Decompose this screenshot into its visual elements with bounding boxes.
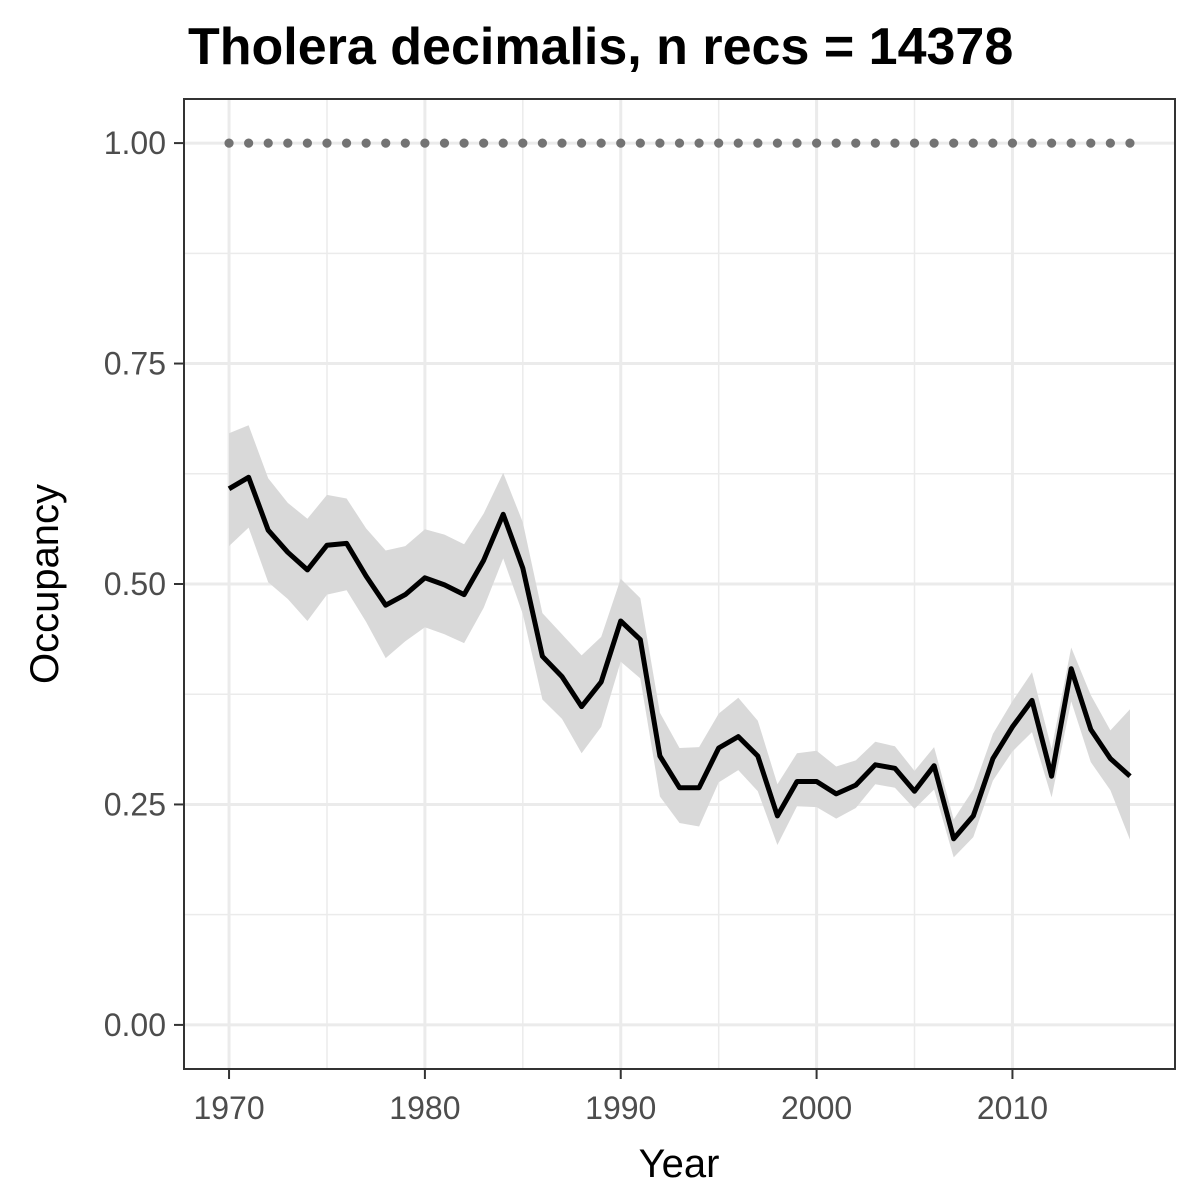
- reference-dot: [498, 138, 508, 148]
- reference-dot: [283, 138, 293, 148]
- confidence-ribbon: [229, 425, 1130, 858]
- reference-dot: [988, 138, 998, 148]
- reference-dot: [674, 138, 685, 148]
- reference-dot: [381, 138, 391, 148]
- x-axis-title: Year: [639, 1142, 720, 1186]
- reference-dot: [714, 138, 724, 148]
- reference-dot: [949, 138, 959, 148]
- reference-dot: [811, 138, 822, 148]
- reference-dot: [772, 138, 783, 148]
- reference-dot: [596, 138, 606, 148]
- reference-dot: [341, 138, 352, 148]
- occupancy-line: [227, 474, 1132, 842]
- x-tick-label: 1990: [585, 1090, 656, 1126]
- reference-dot: [322, 138, 332, 148]
- y-axis: 0.00 0.25 0.50 0.75 1.00: [104, 125, 184, 1043]
- reference-dot: [753, 138, 763, 148]
- reference-dot: [655, 138, 665, 148]
- reference-dot: [439, 138, 450, 148]
- chart-title: Tholera decimalis, n recs = 14378: [188, 18, 1013, 76]
- reference-dot: [694, 138, 704, 148]
- reference-dot: [537, 138, 548, 148]
- reference-dot: [1125, 138, 1135, 148]
- reference-dot: [831, 138, 841, 148]
- reference-dot: [1007, 138, 1018, 148]
- reference-dot: [302, 138, 312, 148]
- reference-dot: [635, 138, 645, 148]
- reference-dot: [870, 138, 880, 148]
- reference-dot: [361, 138, 371, 148]
- reference-dot: [792, 138, 802, 148]
- reference-dot: [616, 138, 626, 148]
- y-tick-label: 0.25: [104, 786, 166, 822]
- reference-dot: [479, 138, 489, 148]
- reference-dot: [244, 138, 254, 148]
- reference-dot: [263, 138, 273, 148]
- x-tick-label: 2010: [977, 1090, 1048, 1126]
- reference-dot: [1086, 138, 1096, 148]
- reference-dot: [400, 138, 410, 148]
- reference-dot: [224, 138, 234, 148]
- reference-dot: [1047, 138, 1057, 148]
- reference-dot: [929, 138, 939, 148]
- reference-dot: [909, 138, 920, 148]
- reference-dots: [224, 138, 1135, 148]
- x-tick-label: 1980: [389, 1090, 460, 1126]
- reference-dot: [420, 138, 430, 148]
- y-tick-label: 1.00: [104, 125, 166, 161]
- x-tick-label: 1970: [193, 1090, 264, 1126]
- reference-dot: [518, 138, 528, 148]
- x-axis: 1970 1980 1990 2000 2010: [193, 1069, 1048, 1126]
- reference-dot: [1066, 138, 1076, 148]
- x-tick-label: 2000: [781, 1090, 852, 1126]
- y-tick-label: 0.00: [104, 1007, 166, 1043]
- y-tick-label: 0.75: [104, 346, 166, 382]
- reference-dot: [890, 138, 900, 148]
- reference-dot: [1105, 138, 1115, 148]
- reference-dot: [733, 138, 743, 148]
- reference-dot: [1027, 138, 1037, 148]
- reference-dot: [557, 138, 567, 148]
- reference-dot: [851, 138, 861, 148]
- y-axis-title: Occupancy: [23, 484, 67, 684]
- reference-dot: [459, 138, 469, 148]
- y-tick-label: 0.50: [104, 566, 166, 602]
- reference-dot: [576, 138, 587, 148]
- reference-dot: [968, 138, 978, 148]
